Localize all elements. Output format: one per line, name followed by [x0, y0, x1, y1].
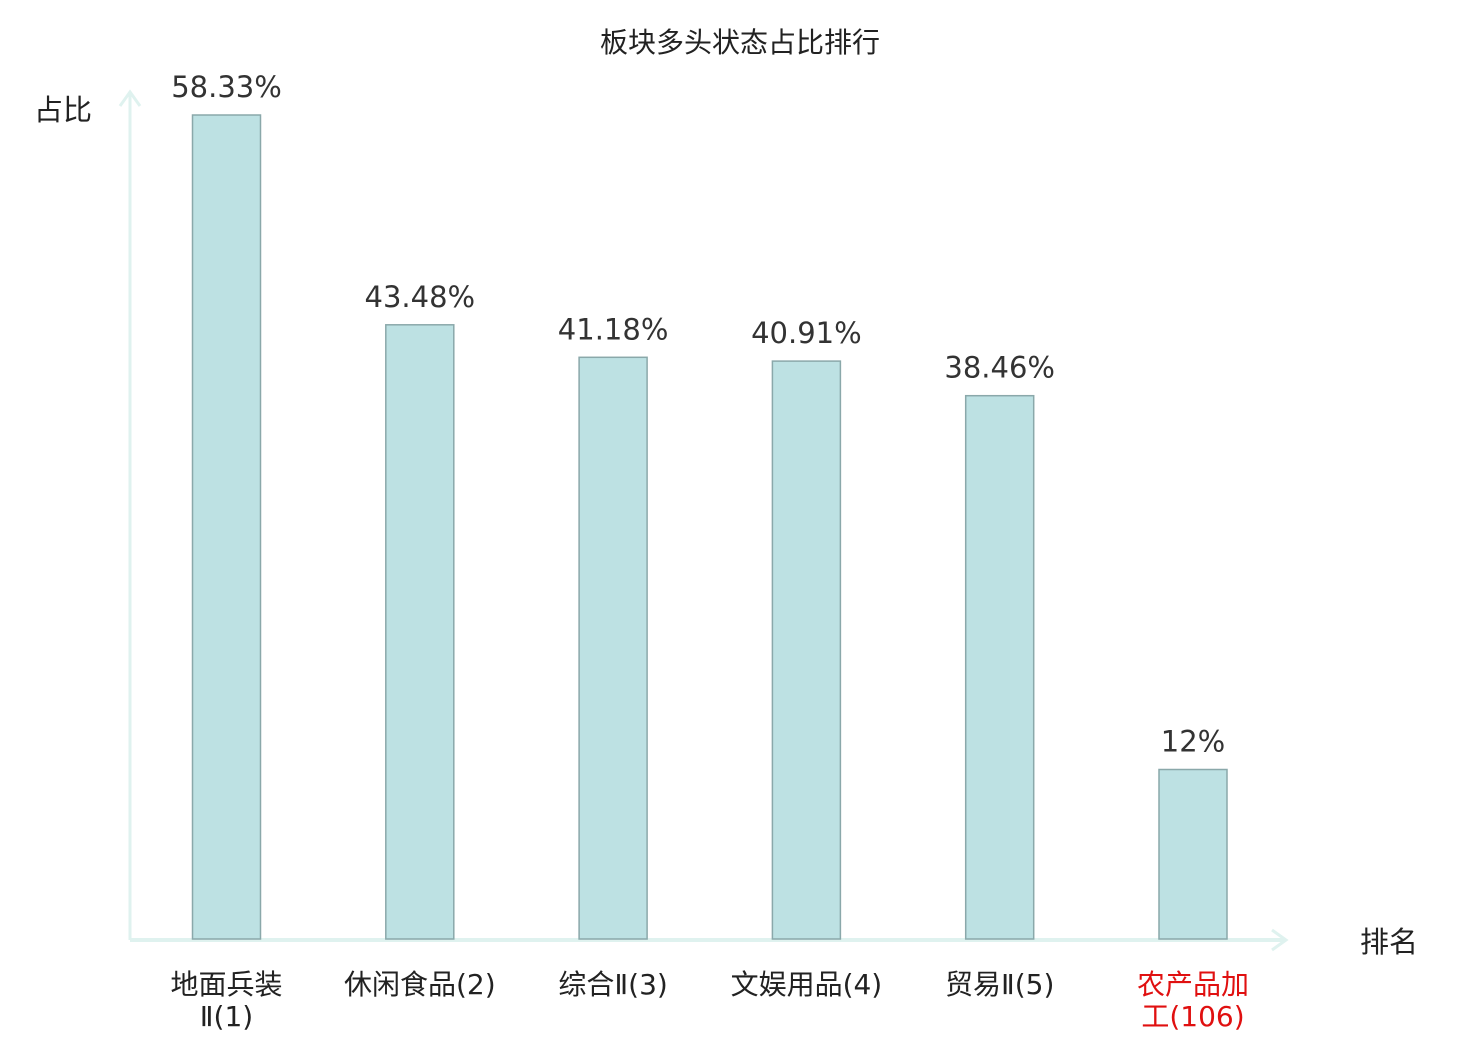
bar-3	[578, 356, 648, 940]
bar-1	[191, 114, 262, 940]
x-tick-label-6-line-1: 农产品加	[1137, 968, 1249, 1001]
x-tick-label-1-line-2: Ⅱ(1)	[200, 1000, 253, 1033]
y-axis	[118, 89, 142, 940]
x-axis	[130, 928, 1289, 952]
value-label-2: 43.48%	[365, 280, 476, 314]
bar-4	[771, 360, 842, 940]
x-tick-label-6-line-2: 工(106)	[1141, 1000, 1244, 1033]
y-axis-arrow	[118, 89, 142, 107]
value-labels-group: 58.33% 43.48% 41.18% 40.91% 38.46% 12%	[171, 70, 1225, 759]
value-label-1: 58.33%	[171, 70, 282, 104]
bar-6	[1158, 768, 1228, 940]
bar-2	[385, 324, 455, 940]
chart-title: 板块多头状态占比排行	[600, 26, 880, 59]
x-tick-label-3: 综合Ⅱ(3)	[558, 968, 667, 1001]
bars-group	[191, 114, 1228, 940]
x-tick-label-4: 文娱用品(4)	[731, 968, 883, 1001]
x-axis-arrow	[1271, 928, 1289, 952]
x-axis-label: 排名	[1360, 925, 1418, 959]
value-label-5: 38.46%	[944, 351, 1055, 385]
value-label-3: 41.18%	[558, 312, 669, 346]
x-tick-label-1-line-1: 地面兵装	[170, 968, 282, 1001]
x-tick-label-2: 休闲食品(2)	[344, 968, 496, 1001]
x-tick-label-5: 贸易Ⅱ(5)	[945, 968, 1054, 1001]
y-axis-label: 占比	[34, 93, 92, 127]
value-label-6: 12%	[1161, 725, 1225, 759]
value-label-4: 40.91%	[751, 316, 862, 350]
bar-5	[964, 394, 1035, 940]
